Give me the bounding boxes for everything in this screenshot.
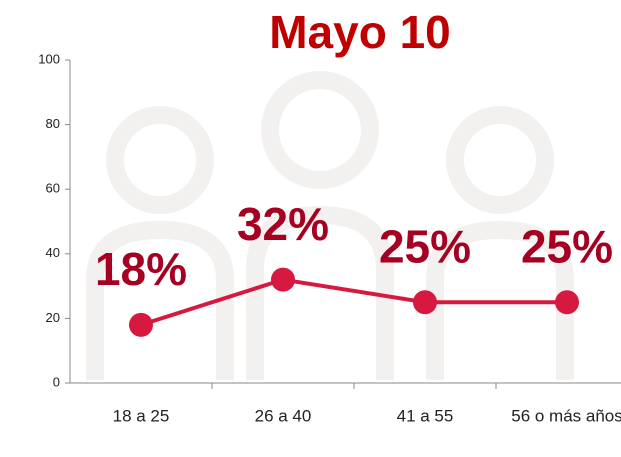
y-tick-label: 0 <box>53 374 60 389</box>
y-tick-label: 40 <box>46 245 60 260</box>
y-tick-label: 100 <box>38 51 60 66</box>
x-tick-label: 56 o más años <box>511 406 621 425</box>
value-label: 32% <box>237 198 329 250</box>
value-label: 25% <box>379 220 471 272</box>
line <box>140 277 567 327</box>
point <box>413 290 437 315</box>
point <box>271 267 295 292</box>
y-tick-label: 20 <box>46 310 60 325</box>
x-tick-label: 26 a 40 <box>255 406 312 425</box>
y-tick-label: 80 <box>46 116 60 131</box>
chart-title: Mayo 10 <box>269 6 451 58</box>
x-tick-label: 41 a 55 <box>397 406 454 425</box>
point <box>129 312 153 337</box>
value-label: 18% <box>95 243 187 295</box>
background-figures <box>86 71 574 380</box>
value-label: 25% <box>521 220 613 272</box>
point <box>555 290 579 315</box>
x-tick-label: 18 a 25 <box>113 406 170 425</box>
y-tick-label: 60 <box>46 181 60 196</box>
